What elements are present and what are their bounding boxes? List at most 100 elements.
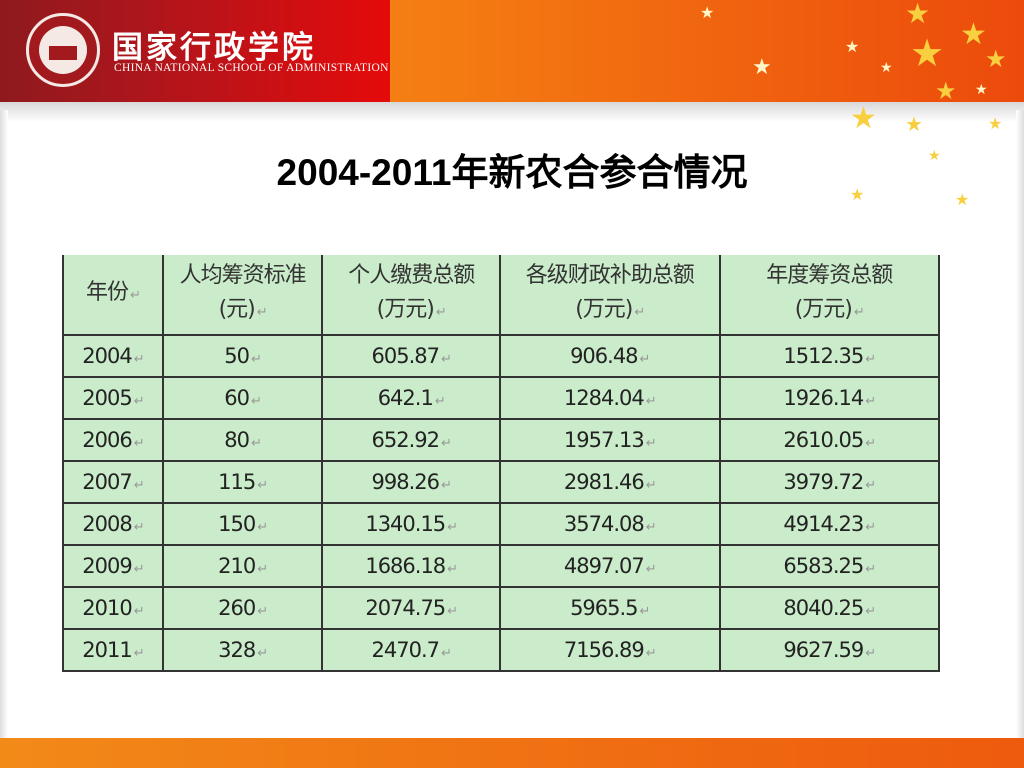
cell-value: 1686.18 <box>365 554 446 578</box>
column-header: 各级财政补助总额 (万元) ↵ <box>499 255 721 336</box>
column-header-unit: (万元) <box>575 297 633 322</box>
paragraph-mark-icon: ↵ <box>251 394 262 409</box>
paragraph-mark-icon: ↵ <box>257 478 268 493</box>
table-cell: 2074.75 ↵ <box>321 586 502 630</box>
paragraph-mark-icon: ↵ <box>645 520 657 535</box>
table-row: 2005 ↵ 60 ↵ 642.1 ↵ 1284.04 ↵ 1926.14 ↵ <box>62 376 940 420</box>
star-icon: ★ <box>700 5 715 22</box>
table-cell: 998.26 ↵ <box>321 460 502 504</box>
cell-value: 1284.04 <box>563 386 645 410</box>
table-cell: 642.1 ↵ <box>321 376 502 420</box>
paragraph-mark-icon: ↵ <box>257 520 268 535</box>
org-name-en: CHINA NATIONAL SCHOOL OF ADMINISTRATION <box>114 62 389 74</box>
table-header-row: 年份 ↵ 人均筹资标准 (元) ↵ 个人缴费总额 (万元) ↵ 各级财政补助总额 (万元) ↵ 年度筹… <box>62 255 940 336</box>
table-cell: 115 ↵ <box>161 460 324 504</box>
paragraph-mark-icon: ↵ <box>865 352 876 367</box>
cell-value: 906.48 <box>570 344 638 368</box>
paragraph-mark-icon: ↵ <box>441 436 452 451</box>
footer-band <box>0 738 1024 768</box>
cell-value: 2010 <box>82 596 132 620</box>
school-seal-logo <box>26 13 100 87</box>
table-cell: 50 ↵ <box>161 334 324 378</box>
column-header-title: 年度筹资总额 <box>766 263 893 288</box>
paragraph-mark-icon: ↵ <box>865 394 876 409</box>
enrollment-table: 年份 ↵ 人均筹资标准 (元) ↵ 个人缴费总额 (万元) ↵ 各级财政补助总额 (万元) ↵ 年度筹… <box>62 255 940 672</box>
paragraph-mark-icon: ↵ <box>257 646 268 661</box>
cell-value: 1340.15 <box>365 512 446 536</box>
table-row: 2006 ↵ 80 ↵ 652.92 ↵ 1957.13 ↵ 2610.05 ↵ <box>62 418 940 462</box>
table-cell: 7156.89 ↵ <box>499 628 721 672</box>
paragraph-mark-icon: ↵ <box>447 520 458 535</box>
paragraph-mark-icon: ↵ <box>634 305 645 320</box>
paragraph-mark-icon: ↵ <box>645 436 657 451</box>
column-header: 年份 ↵ <box>62 255 164 336</box>
paragraph-mark-icon: ↵ <box>639 604 651 619</box>
header-banner: 国家行政学院 CHINA NATIONAL SCHOOL OF ADMINIST… <box>0 0 1024 105</box>
cell-value: 2074.75 <box>365 596 446 620</box>
star-icon: ★ <box>935 78 957 105</box>
column-header-unit: (万元) <box>376 297 435 322</box>
table-cell: 2981.46 ↵ <box>499 460 721 504</box>
paragraph-mark-icon: ↵ <box>645 646 657 661</box>
paragraph-mark-icon: ↵ <box>251 352 262 367</box>
cell-value: 328 <box>218 638 256 662</box>
table-cell: 4897.07 ↵ <box>499 544 721 588</box>
table-cell: 1340.15 ↵ <box>321 502 502 546</box>
paragraph-mark-icon: ↵ <box>441 478 452 493</box>
paragraph-mark-icon: ↵ <box>865 604 876 619</box>
table-cell: 150 ↵ <box>161 502 324 546</box>
paragraph-mark-icon: ↵ <box>645 394 657 409</box>
table-row: 2007 ↵ 115 ↵ 998.26 ↵ 2981.46 ↵ 3979.72 ↵ <box>62 460 940 504</box>
cell-value: 2610.05 <box>783 428 864 452</box>
paragraph-mark-icon: ↵ <box>133 436 145 451</box>
table-row: 2010 ↵ 260 ↵ 2074.75 ↵ 5965.5 ↵ 8040.25 ↵ <box>62 586 940 630</box>
cell-value: 60 <box>224 386 250 410</box>
column-header-title: 个人缴费总额 <box>348 263 475 288</box>
table-cell: 2007 ↵ <box>62 460 164 504</box>
cell-value: 3574.08 <box>563 512 645 536</box>
table-cell: 2470.7 ↵ <box>321 628 502 672</box>
column-header-title: 年份 <box>85 280 129 305</box>
cell-value: 8040.25 <box>783 596 864 620</box>
paragraph-mark-icon: ↵ <box>435 305 447 320</box>
paragraph-mark-icon: ↵ <box>133 478 145 493</box>
cell-value: 2005 <box>82 386 132 410</box>
cell-value: 260 <box>218 596 256 620</box>
cell-value: 4897.07 <box>563 554 645 578</box>
slide-title: 2004-2011年新农合参合情况 <box>276 152 748 193</box>
paragraph-mark-icon: ↵ <box>645 562 657 577</box>
cell-value: 1957.13 <box>563 428 645 452</box>
table-cell: 1686.18 ↵ <box>321 544 502 588</box>
cell-value: 9627.59 <box>783 638 864 662</box>
paragraph-mark-icon: ↵ <box>434 394 446 409</box>
cell-value: 210 <box>218 554 256 578</box>
paragraph-mark-icon: ↵ <box>133 646 145 661</box>
paragraph-mark-icon: ↵ <box>257 562 268 577</box>
cell-value: 3979.72 <box>783 470 864 494</box>
table-cell: 3574.08 ↵ <box>499 502 721 546</box>
table-cell: 8040.25 ↵ <box>718 586 940 630</box>
paragraph-mark-icon: ↵ <box>256 305 268 320</box>
table-cell: 60 ↵ <box>161 376 324 420</box>
paragraph-mark-icon: ↵ <box>447 604 458 619</box>
table-cell: 605.87 ↵ <box>321 334 502 378</box>
star-icon: ★ <box>975 81 988 97</box>
paragraph-mark-icon: ↵ <box>639 352 651 367</box>
paragraph-mark-icon: ↵ <box>133 520 145 535</box>
paragraph-mark-icon: ↵ <box>865 436 876 451</box>
cell-value: 2011 <box>82 638 132 662</box>
paragraph-mark-icon: ↵ <box>865 562 876 577</box>
table-cell: 4914.23 ↵ <box>718 502 940 546</box>
column-header-title: 人均筹资标准 <box>179 263 307 288</box>
table-cell: 2009 ↵ <box>62 544 164 588</box>
star-icon: ★ <box>850 187 865 204</box>
table-row: 2009 ↵ 210 ↵ 1686.18 ↵ 4897.07 ↵ 6583.25 ↵ <box>62 544 940 588</box>
table-cell: 2010 ↵ <box>62 586 164 630</box>
star-icon: ★ <box>905 114 923 136</box>
paragraph-mark-icon: ↵ <box>441 646 452 661</box>
star-icon: ★ <box>850 102 877 135</box>
table-cell: 2610.05 ↵ <box>718 418 940 462</box>
table-cell: 3979.72 ↵ <box>718 460 940 504</box>
star-icon: ★ <box>752 54 772 79</box>
cell-value: 2981.46 <box>563 470 645 494</box>
